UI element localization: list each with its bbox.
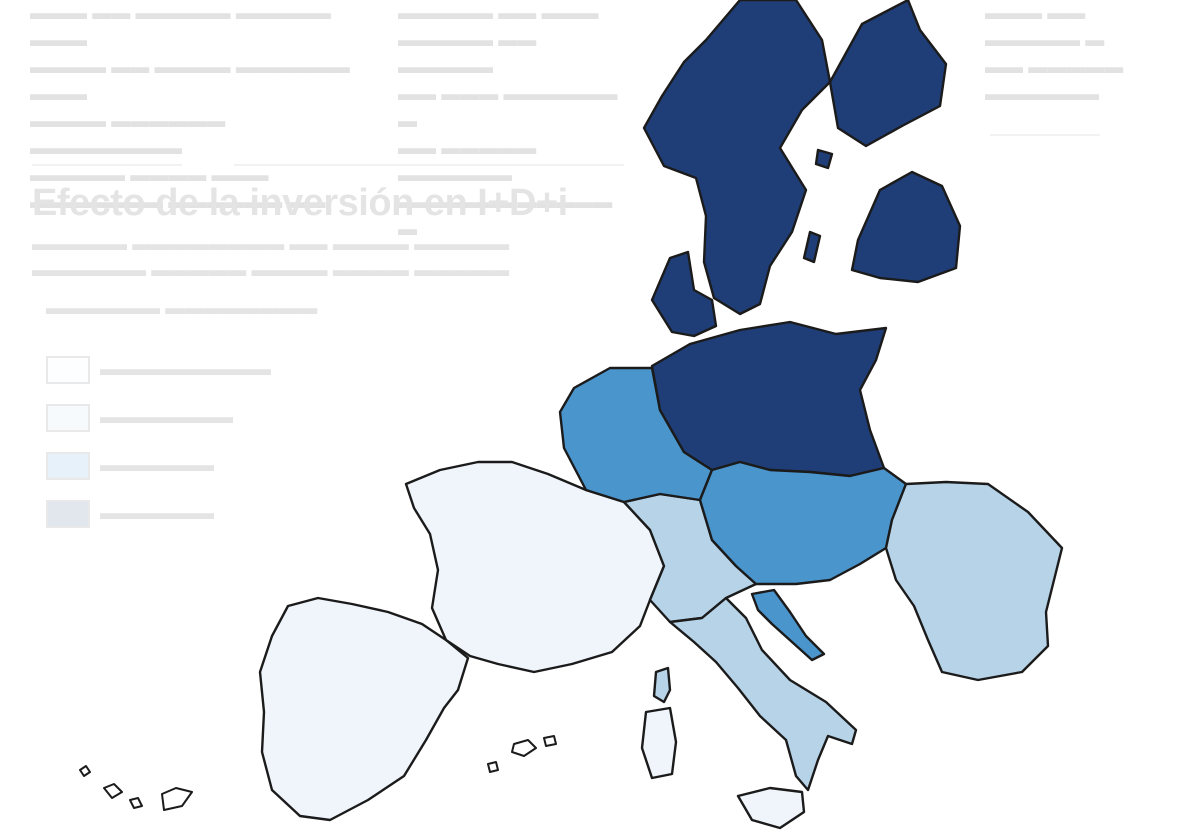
faded-column-3: ▬▬▬ ▬▬ ▬▬▬▬▬ ▬ ▬▬ ▬▬▬▬▬ ▬▬▬▬▬▬ bbox=[985, 3, 1124, 105]
faded-rule-1 bbox=[32, 164, 182, 166]
region-romania-bulgaria bbox=[884, 480, 1064, 682]
region-gotland bbox=[802, 230, 822, 264]
faded-column-1: ▬▬▬ ▬▬ ▬▬▬▬▬ ▬▬▬▬▬ ▬▬▬ ▬▬▬▬ ▬▬ ▬▬▬▬ ▬▬▬▬… bbox=[30, 3, 350, 213]
faded-column-2: ▬▬▬▬▬ ▬▬ ▬▬▬ ▬▬▬▬▬ ▬▬ ▬▬▬▬▬ ▬▬ ▬▬▬ ▬▬▬▬▬… bbox=[398, 3, 618, 240]
legend-item-1: ▬▬▬▬▬▬▬▬▬ bbox=[46, 346, 366, 394]
region-sardinia bbox=[640, 706, 678, 780]
legend-label-1: ▬▬▬▬▬▬▬▬▬ bbox=[100, 359, 271, 380]
legend-item-4: ▬▬▬▬▬▬ bbox=[46, 490, 366, 538]
faded-subtitle: ▬▬▬▬▬ ▬▬▬▬▬▬▬▬ ▬▬ ▬▬▬▬ ▬▬▬▬▬ ▬▬▬▬▬▬ ▬▬▬▬… bbox=[32, 234, 510, 281]
region-scandinavia bbox=[642, 0, 832, 316]
legend-label-2: ▬▬▬▬▬▬▬ bbox=[100, 407, 233, 428]
region-corsica bbox=[652, 666, 672, 704]
legend-item-3: ▬▬▬▬▬▬ bbox=[46, 442, 366, 490]
region-iberia bbox=[258, 596, 470, 822]
balearic-islands bbox=[487, 735, 557, 773]
legend-swatch-2 bbox=[46, 404, 90, 432]
faded-rule-3 bbox=[990, 134, 1100, 136]
legend: ▬▬▬▬▬▬ ▬▬▬▬▬▬▬▬ ▬▬▬▬▬▬▬▬▬ ▬▬▬▬▬▬▬ ▬▬▬▬▬▬… bbox=[46, 298, 366, 538]
map-title: Efecto de la inversión en I+D+i bbox=[32, 182, 568, 224]
region-italy bbox=[668, 596, 858, 792]
region-aland bbox=[814, 148, 834, 170]
legend-swatch-1 bbox=[46, 356, 90, 384]
region-north-east-germany-poland bbox=[650, 320, 888, 478]
legend-swatch-4 bbox=[46, 500, 90, 528]
legend-item-2: ▬▬▬▬▬▬▬ bbox=[46, 394, 366, 442]
faded-rule-2 bbox=[234, 164, 624, 166]
legend-title: ▬▬▬▬▬▬ ▬▬▬▬▬▬▬▬ bbox=[46, 298, 318, 319]
region-france bbox=[404, 460, 666, 674]
region-croatia-coast bbox=[750, 588, 826, 662]
region-denmark bbox=[650, 250, 718, 338]
canary-islands bbox=[79, 765, 193, 811]
region-sicily bbox=[736, 786, 806, 830]
legend-swatch-3 bbox=[46, 452, 90, 480]
region-baltics bbox=[850, 170, 962, 284]
legend-label-3: ▬▬▬▬▬▬ bbox=[100, 455, 214, 476]
region-finland bbox=[828, 0, 948, 148]
legend-label-4: ▬▬▬▬▬▬ bbox=[100, 503, 214, 524]
